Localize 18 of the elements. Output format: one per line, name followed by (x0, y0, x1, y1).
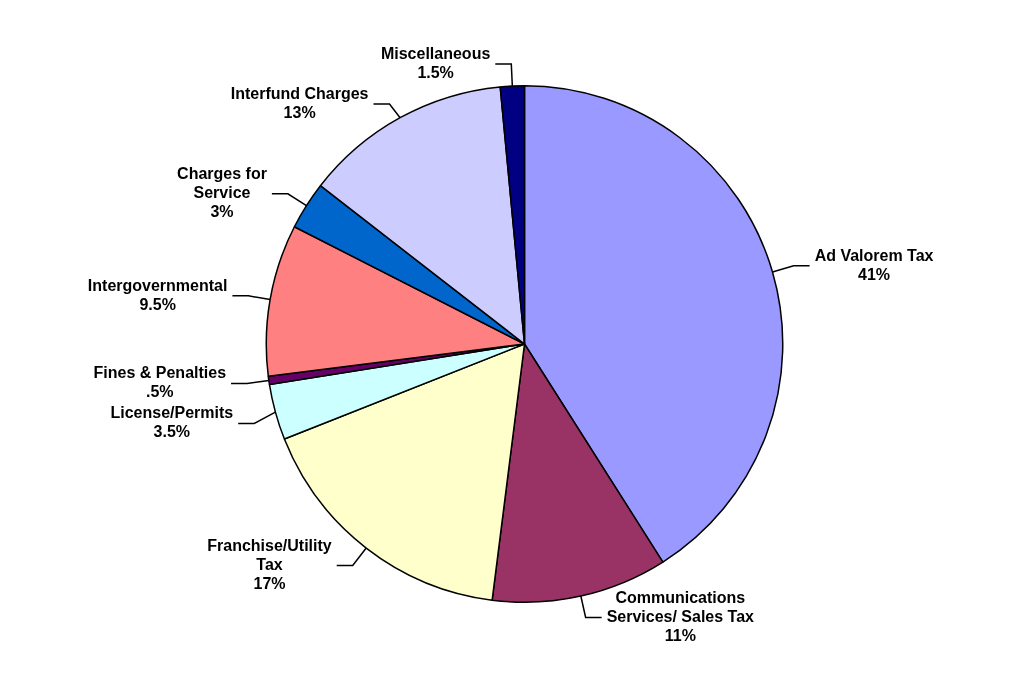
data-label: 11% (664, 626, 696, 644)
slice-label: Intergovernmental (87, 276, 228, 294)
slice-label: Interfund Charges (230, 84, 369, 102)
data-label: 41% (858, 265, 891, 283)
data-label: 9.5% (139, 295, 176, 313)
slice-label: Franchise/Utility Tax (207, 536, 332, 573)
data-label: 3.5% (153, 423, 191, 441)
slice-label: Ad Valorem Tax (814, 246, 934, 264)
data-label: 13% (283, 103, 316, 121)
slice-label: Communications Services/ Sales Tax (606, 588, 755, 625)
data-label: 17% (253, 574, 286, 592)
data-label: 3% (210, 203, 234, 221)
slice-label: Miscellaneous (380, 44, 491, 62)
data-label: .5% (146, 383, 174, 401)
slice-label: Fines & Penalties (93, 364, 227, 382)
slice-label: License/Permits (110, 404, 234, 422)
slice-label: Charges for Service (177, 165, 267, 202)
data-label: 1.5% (417, 63, 454, 81)
